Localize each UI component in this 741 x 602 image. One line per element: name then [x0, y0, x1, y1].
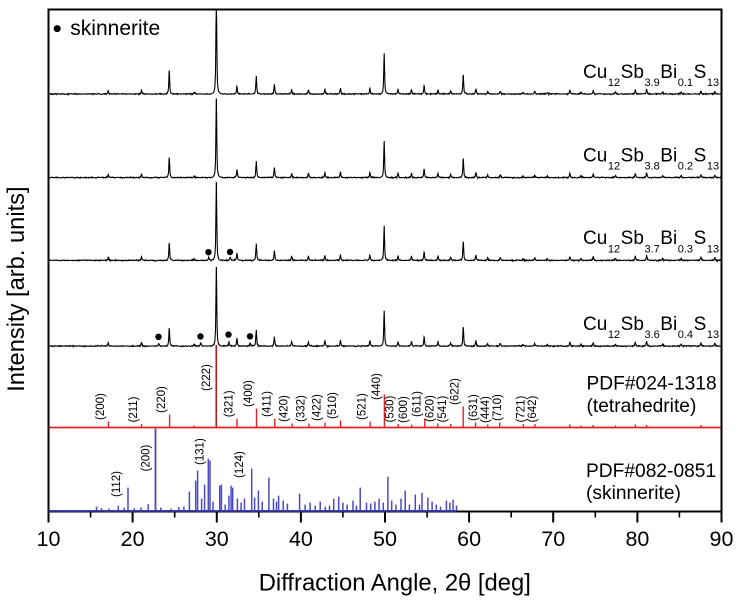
svg-text:90: 90 [710, 527, 734, 551]
svg-text:(220): (220) [156, 386, 168, 413]
svg-text:(222): (222) [201, 364, 213, 391]
svg-text:(332): (332) [296, 395, 308, 422]
svg-text:10: 10 [37, 527, 61, 551]
svg-text:(620): (620) [424, 395, 436, 422]
svg-text:(710): (710) [492, 394, 504, 421]
svg-text:(211): (211) [128, 396, 140, 422]
svg-text:50: 50 [373, 527, 397, 551]
svg-text:(521): (521) [357, 393, 369, 420]
svg-text:(200): (200) [95, 393, 107, 420]
svg-text:(420): (420) [279, 395, 291, 422]
svg-text:(721): (721) [516, 395, 528, 422]
svg-text:(411): (411) [261, 391, 273, 417]
svg-text:skinnerite: skinnerite [70, 17, 160, 40]
svg-text:(622): (622) [450, 378, 462, 405]
svg-text:60: 60 [457, 527, 481, 551]
svg-text:Intensity [arb. units]: Intensity [arb. units] [4, 186, 30, 391]
svg-text:(631): (631) [468, 394, 480, 421]
svg-text:Diffraction Angle, 2θ [deg]: Diffraction Angle, 2θ [deg] [259, 569, 531, 596]
svg-text:(600): (600) [398, 396, 410, 423]
svg-text:(124): (124) [234, 451, 246, 478]
svg-text:(440): (440) [371, 373, 383, 400]
svg-text:(444): (444) [480, 396, 492, 423]
svg-text:(400): (400) [243, 380, 255, 407]
svg-text:30: 30 [205, 527, 229, 551]
svg-text:20: 20 [121, 527, 145, 551]
svg-text:(200): (200) [141, 444, 153, 471]
svg-text:PDF#024-1318: PDF#024-1318 [587, 373, 717, 394]
svg-text:(131): (131) [194, 438, 206, 465]
svg-text:(642): (642) [527, 395, 539, 422]
svg-text:(611): (611) [411, 391, 423, 417]
svg-text:(541): (541) [437, 395, 449, 422]
svg-text:(510): (510) [327, 392, 339, 419]
svg-text:80: 80 [625, 527, 649, 551]
svg-text:(112): (112) [111, 471, 123, 497]
svg-text:(530): (530) [385, 395, 397, 422]
svg-text:(321): (321) [224, 390, 236, 417]
svg-text:40: 40 [289, 527, 313, 551]
svg-text:70: 70 [541, 527, 565, 551]
svg-text:(422): (422) [312, 394, 324, 421]
svg-text:(tetrahedrite): (tetrahedrite) [587, 396, 697, 417]
svg-text:PDF#082-0851: PDF#082-0851 [586, 461, 716, 482]
svg-text:(skinnerite): (skinnerite) [586, 483, 681, 504]
